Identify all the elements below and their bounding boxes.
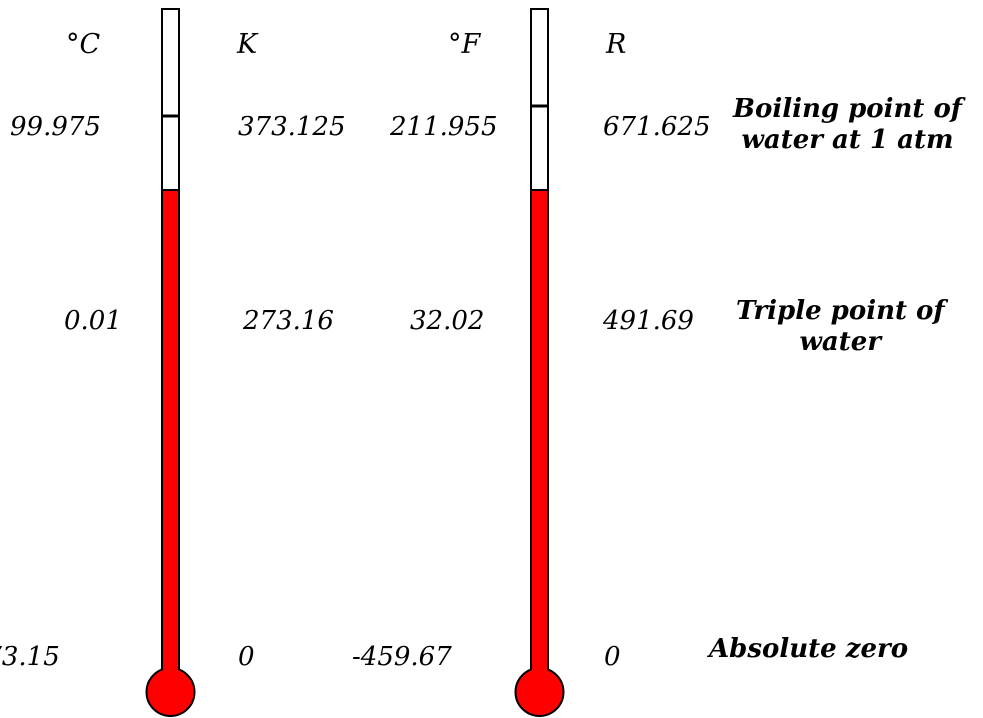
thermometer-left-tube [161, 8, 180, 191]
thermometer-right-mercury-column [530, 189, 549, 676]
boiling-point-note-line2: water at 1 atm [741, 125, 954, 155]
thermometer-right-neck [532, 660, 547, 674]
boiling-point-note: Boiling point of water at 1 atm [733, 94, 962, 156]
fahrenheit-absolute-zero-value: -459.67 [352, 642, 452, 672]
thermometer-right-bulb [514, 667, 565, 717]
kelvin-boiling-value: 373.125 [238, 112, 346, 142]
fahrenheit-unit-label: °F [448, 29, 481, 60]
triple-point-note-line1: Triple point of [736, 296, 945, 326]
thermometer-left-bulb [145, 667, 196, 717]
thermometer-left-mercury-column [161, 189, 180, 676]
rankine-absolute-zero-value: 0 [604, 642, 621, 672]
rankine-triple-value: 491.69 [603, 306, 694, 336]
triple-point-note: Triple point of water [736, 296, 945, 358]
triple-point-note-line2: water [799, 327, 882, 357]
fahrenheit-triple-value: 32.02 [410, 306, 485, 336]
thermometer-left [145, 8, 196, 717]
thermometer-left-neck [163, 660, 178, 674]
absolute-zero-note: Absolute zero [709, 634, 909, 664]
celsius-triple-value: 0.01 [64, 306, 122, 336]
celsius-boiling-value: 99.975 [10, 112, 101, 142]
rankine-boiling-value: 671.625 [603, 112, 711, 142]
fahrenheit-boiling-value: 211.955 [390, 112, 498, 142]
celsius-absolute-zero-value: -273.15 [0, 642, 60, 672]
kelvin-absolute-zero-value: 0 [238, 642, 255, 672]
boiling-point-note-line1: Boiling point of [733, 94, 962, 124]
rankine-unit-label: R [606, 29, 627, 60]
kelvin-unit-label: K [237, 29, 258, 60]
thermometer-right-tube [530, 8, 549, 191]
thermometer-right [514, 8, 565, 717]
celsius-unit-label: °C [66, 29, 101, 60]
kelvin-triple-value: 273.16 [243, 306, 334, 336]
